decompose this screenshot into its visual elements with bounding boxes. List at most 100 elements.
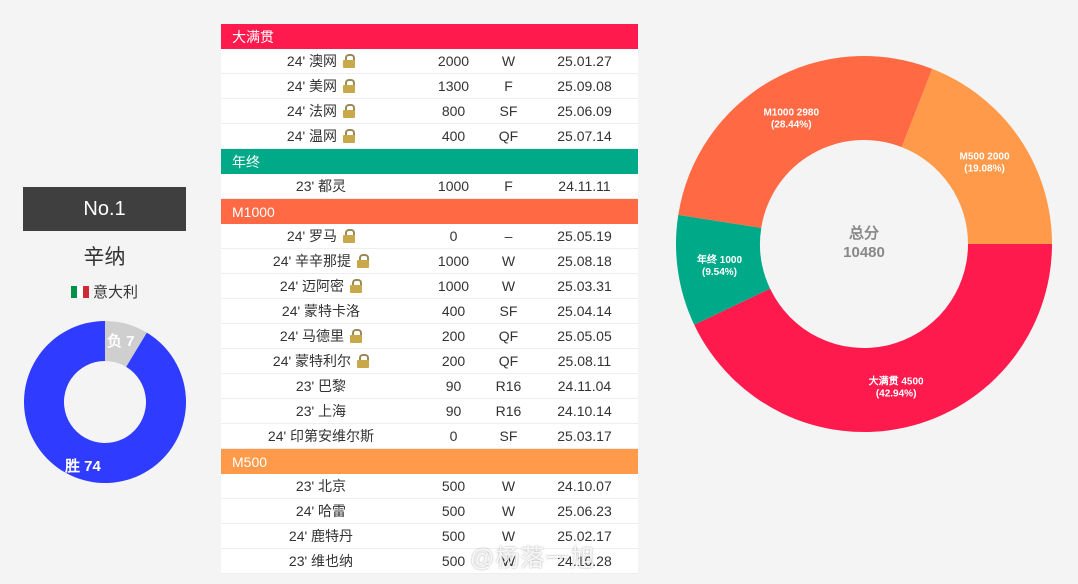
result-cell: R16 — [495, 378, 522, 394]
points-cell: 500 — [441, 553, 466, 569]
table-row: 24' 蒙特利尔 200 QF 25.08.11 — [221, 349, 638, 374]
date-cell: 25.03.17 — [557, 428, 612, 444]
event-cell: 23' 北京 — [221, 476, 421, 496]
event-name: 24' 蒙特卡洛 — [281, 303, 361, 319]
table-row: 24' 澳网 2000 W 25.01.27 — [221, 49, 638, 74]
date-cell: 25.05.19 — [557, 228, 612, 244]
event-name: 24' 澳网 — [286, 53, 338, 69]
event-name: 24' 马德里 — [279, 328, 345, 344]
points-cell: 0 — [449, 228, 458, 244]
date-cell: 24.10.28 — [557, 553, 612, 569]
player-panel: No.1 辛纳 意大利 — [23, 187, 186, 302]
result-cell: SF — [499, 428, 518, 444]
event-name: 24' 鹿特丹 — [288, 528, 354, 544]
result-cell: QF — [498, 328, 519, 344]
slice-大满贯 — [694, 244, 1052, 432]
date-cell: 24.10.07 — [557, 478, 612, 494]
event-cell: 24' 哈雷 — [221, 501, 421, 521]
event-name: 23' 都灵 — [295, 178, 347, 194]
event-name: 23' 上海 — [295, 403, 347, 419]
table-row: 24' 马德里 200 QF 25.05.05 — [221, 324, 638, 349]
event-cell: 23' 上海 — [221, 401, 421, 421]
event-name: 24' 迈阿密 — [279, 278, 345, 294]
lock-icon — [357, 354, 370, 368]
center-value: 10480 — [843, 244, 885, 261]
points-cell: 500 — [441, 503, 466, 519]
event-name: 24' 法网 — [286, 103, 338, 119]
points-cell: 1000 — [437, 178, 470, 194]
date-cell: 25.02.17 — [557, 528, 612, 544]
result-cell: W — [501, 478, 516, 494]
table-row: 24' 哈雷 500 W 25.06.23 — [221, 499, 638, 524]
event-cell: 24' 鹿特丹 — [221, 526, 421, 546]
win-slice — [24, 321, 187, 483]
lock-icon — [343, 54, 356, 68]
table-row: 24' 法网 800 SF 25.06.09 — [221, 99, 638, 124]
points-cell: 90 — [445, 378, 462, 394]
win-label: 胜 74 — [65, 458, 102, 475]
event-name: 24' 辛辛那提 — [272, 253, 352, 269]
event-cell: 23' 维也纳 — [221, 551, 421, 571]
table-row: 24' 辛辛那提 1000 W 25.08.18 — [221, 249, 638, 274]
result-cell: W — [501, 553, 516, 569]
table-row: 23' 北京 500 W 24.10.07 — [221, 474, 638, 499]
points-table: 大满贯 24' 澳网 2000 W 25.01.27 24' 美网 1300 F 25.09.0… — [221, 24, 638, 574]
event-cell: 24' 马德里 — [221, 326, 421, 346]
result-cell: W — [501, 503, 516, 519]
result-cell: W — [501, 253, 516, 269]
result-cell: W — [501, 278, 516, 294]
section-header: M500 — [221, 449, 638, 474]
slice-percent: (9.54%) — [702, 267, 737, 278]
table-row: 24' 蒙特卡洛 400 SF 25.04.14 — [221, 299, 638, 324]
event-cell: 24' 印第安维尔斯 — [221, 426, 421, 446]
points-cell: 200 — [441, 353, 466, 369]
date-cell: 25.01.27 — [557, 53, 612, 69]
date-cell: 25.08.11 — [557, 353, 612, 369]
points-cell: 200 — [441, 328, 466, 344]
result-cell: SF — [499, 303, 518, 319]
slice-percent: (28.44%) — [771, 119, 812, 130]
date-cell: 25.03.31 — [557, 278, 612, 294]
result-cell: W — [501, 528, 516, 544]
lock-icon — [350, 279, 363, 293]
event-cell: 24' 美网 — [221, 76, 421, 96]
player-name: 辛纳 — [83, 246, 126, 269]
win-loss-chart: 负 7 胜 74 — [24, 321, 187, 483]
section-header: 大满贯 — [221, 24, 638, 49]
result-cell: R16 — [495, 403, 522, 419]
table-row: 24' 迈阿密 1000 W 25.03.31 — [221, 274, 638, 299]
points-cell: 1300 — [437, 78, 470, 94]
slice-percent: (19.08%) — [964, 164, 1005, 175]
table-row: 24' 温网 400 QF 25.07.14 — [221, 124, 638, 149]
event-cell: 24' 温网 — [221, 126, 421, 146]
points-cell: 800 — [441, 103, 466, 119]
points-cell: 400 — [441, 303, 466, 319]
table-row: 24' 美网 1300 F 25.09.08 — [221, 74, 638, 99]
date-cell: 25.09.08 — [557, 78, 612, 94]
slice-m500 — [901, 68, 1052, 244]
result-cell: QF — [498, 128, 519, 144]
table-row: 24' 罗马 0 – 25.05.19 — [221, 224, 638, 249]
rank-badge: No.1 — [23, 187, 186, 231]
event-cell: 24' 迈阿密 — [221, 276, 421, 296]
date-cell: 25.04.14 — [557, 303, 612, 319]
player-country: 意大利 — [23, 281, 186, 302]
points-donut-chart: 大满贯 4500(42.94%) 年终 1000(9.54%) M1000 2980… — [676, 55, 1052, 432]
table-row: 24' 印第安维尔斯 0 SF 25.03.17 — [221, 424, 638, 449]
lock-icon — [343, 104, 356, 118]
table-row: 23' 维也纳 500 W 24.10.28 — [221, 549, 638, 574]
points-cell: 2000 — [437, 53, 470, 69]
event-cell: 24' 澳网 — [221, 51, 421, 71]
date-cell: 25.08.18 — [557, 253, 612, 269]
slice-label: 大满贯 4500 — [869, 374, 924, 387]
slice-label: M500 2000 — [960, 152, 1010, 163]
event-name: 24' 蒙特利尔 — [272, 353, 352, 369]
date-cell: 25.05.05 — [557, 328, 612, 344]
section-header: 年终 — [221, 149, 638, 174]
event-cell: 24' 蒙特利尔 — [221, 351, 421, 371]
lock-icon — [343, 79, 356, 93]
lock-icon — [343, 129, 356, 143]
event-name: 24' 罗马 — [286, 228, 338, 244]
watermark: @杨落一旭 — [470, 545, 596, 572]
lock-icon — [357, 254, 370, 268]
